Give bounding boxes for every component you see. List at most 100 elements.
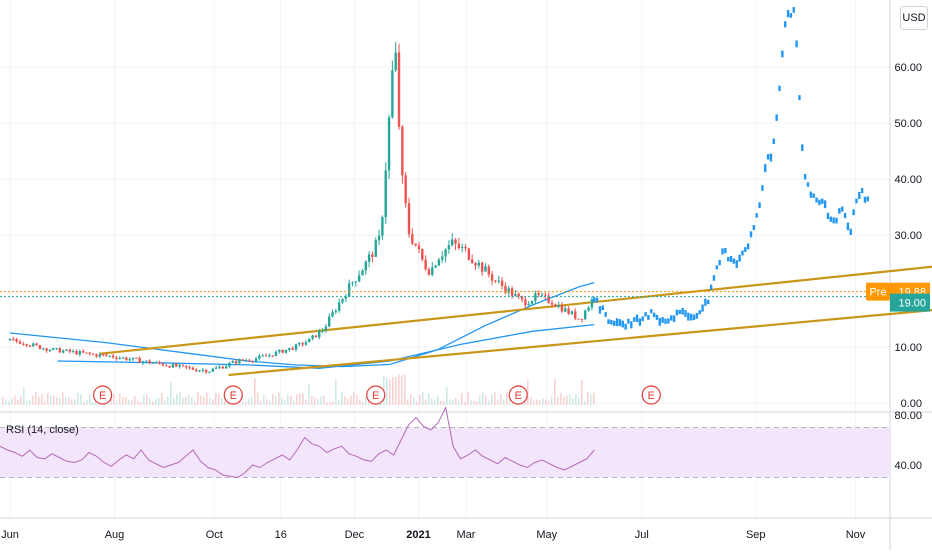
volume-bar xyxy=(581,380,583,405)
candle xyxy=(79,351,81,354)
volume-bar xyxy=(323,395,325,405)
candle xyxy=(518,294,520,296)
earnings-marker-3[interactable]: E xyxy=(367,386,385,404)
earnings-marker-1[interactable]: E xyxy=(94,386,112,404)
volume-bar xyxy=(197,392,199,405)
candle xyxy=(474,263,476,266)
forecast-bar xyxy=(784,21,786,27)
volume-bar xyxy=(437,396,439,405)
earnings-marker-4[interactable]: E xyxy=(509,386,527,404)
candle xyxy=(175,364,177,367)
candle xyxy=(95,354,97,356)
candle xyxy=(168,366,170,368)
volume-bar xyxy=(548,401,550,405)
candle xyxy=(461,247,463,248)
volume-bar xyxy=(554,379,556,405)
forecast-bar xyxy=(639,318,641,325)
volume-bar xyxy=(155,399,157,405)
candle xyxy=(434,266,436,268)
earnings-label: E xyxy=(515,390,522,402)
currency-badge[interactable]: USD xyxy=(900,6,928,30)
forecast-bar xyxy=(681,308,683,315)
forecast-bar xyxy=(841,207,843,212)
candle xyxy=(421,249,423,260)
volume-bar xyxy=(296,394,298,405)
volume-bar xyxy=(356,395,358,405)
candle xyxy=(484,266,486,271)
candle xyxy=(341,299,343,303)
candle xyxy=(428,269,430,275)
forecast-bar xyxy=(679,310,681,314)
forecast-bar xyxy=(704,299,706,306)
volume-bar xyxy=(152,401,154,405)
volume-bar xyxy=(494,392,496,405)
volume-bar xyxy=(416,402,418,405)
candle xyxy=(305,342,307,344)
volume-bar xyxy=(179,392,181,405)
earnings-marker-5[interactable]: E xyxy=(642,386,660,404)
forecast-bar xyxy=(850,229,852,235)
candle xyxy=(388,117,390,170)
volume-bar xyxy=(284,401,286,405)
volume-bar xyxy=(5,400,7,405)
candle xyxy=(89,353,91,354)
candle xyxy=(62,351,64,353)
candle xyxy=(72,351,74,352)
volume-bar xyxy=(590,394,592,405)
candle xyxy=(85,353,87,354)
x-tick-label: Dec xyxy=(345,529,365,541)
volume-bar xyxy=(392,377,394,405)
candle xyxy=(458,244,460,248)
earnings-marker-2[interactable]: E xyxy=(224,386,242,404)
volume-bar xyxy=(191,398,193,405)
volume-bar xyxy=(539,400,541,405)
forecast-bar xyxy=(801,144,803,151)
pre-tag-label: Pre xyxy=(869,287,886,299)
volume-bar xyxy=(314,397,316,405)
candle xyxy=(265,355,267,356)
candle xyxy=(464,247,466,248)
forecast-bar xyxy=(813,193,815,198)
moving-average-1 xyxy=(10,283,594,367)
volume-bar xyxy=(500,394,502,405)
volume-bar xyxy=(434,400,436,405)
volume-bar xyxy=(308,384,310,405)
volume-bar xyxy=(122,397,124,405)
volume-bar xyxy=(176,394,178,405)
forecast-bar xyxy=(627,319,629,324)
candle xyxy=(325,327,327,331)
forecast-bar xyxy=(815,198,817,203)
volume-bar xyxy=(533,401,535,405)
volume-bar xyxy=(158,398,160,405)
candle xyxy=(401,127,403,176)
x-tick-label: Sep xyxy=(746,529,766,541)
volume-bar xyxy=(476,401,478,405)
earnings-label: E xyxy=(230,390,237,402)
earnings-label: E xyxy=(372,390,379,402)
volume-bar xyxy=(146,395,148,405)
volume-bar xyxy=(200,395,202,405)
candle xyxy=(395,53,397,71)
candle xyxy=(132,358,134,360)
candle xyxy=(537,293,539,295)
volume-bar xyxy=(113,394,115,405)
volume-bar xyxy=(458,401,460,405)
candle xyxy=(564,308,566,311)
volume-bar xyxy=(38,397,40,405)
y-tick-label: 30.00 xyxy=(894,230,922,242)
candle xyxy=(335,311,337,312)
candle xyxy=(365,262,367,271)
volume-bar xyxy=(449,400,451,405)
candle xyxy=(102,354,104,355)
volume-bar xyxy=(326,402,328,405)
volume-bar xyxy=(461,393,463,405)
volume-bar xyxy=(557,397,559,405)
candle xyxy=(471,260,473,263)
candle xyxy=(285,350,287,353)
forecast-bar xyxy=(733,259,735,264)
candle xyxy=(32,344,34,347)
volume-bar xyxy=(311,396,313,405)
x-tick-label: Jun xyxy=(1,529,19,541)
